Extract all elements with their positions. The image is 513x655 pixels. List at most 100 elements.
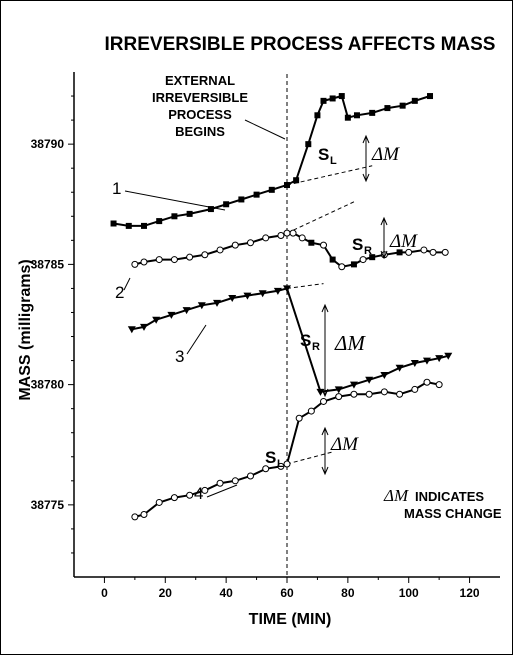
- series-3-label: 3: [175, 347, 184, 366]
- series-1-point: [223, 201, 230, 208]
- y-axis-title: MASS (milligrams): [17, 259, 34, 400]
- extrapolation-line: [286, 165, 373, 186]
- event-label: PROCESS: [168, 107, 232, 122]
- series-1-point: [284, 182, 290, 189]
- series-2-point: [289, 229, 297, 237]
- series-3-point: [127, 326, 136, 334]
- extrapolation-line: [286, 451, 333, 465]
- x-tick-label: 60: [280, 586, 294, 600]
- slope-label-2-subscript: R: [364, 245, 372, 257]
- series-2-point: [396, 249, 403, 256]
- series-4-point: [435, 381, 443, 389]
- series-1-point: [305, 141, 312, 148]
- series-4-point: [140, 510, 148, 518]
- series-1-point: [207, 206, 214, 213]
- slope-label-1: S: [318, 145, 329, 164]
- event-pointer: [244, 119, 286, 140]
- series-4-pointer: [206, 484, 238, 498]
- x-axis-title: TIME (MIN): [249, 611, 332, 628]
- series-3-point: [228, 295, 237, 303]
- delta-arrow-1-head-bottom: [362, 173, 370, 183]
- delta-arrow-2-head-top: [380, 216, 388, 226]
- slope-label-2: S: [352, 235, 363, 254]
- x-tick-label: 120: [460, 586, 480, 600]
- x-tick-label: 40: [219, 586, 233, 600]
- series-3-point: [444, 352, 453, 360]
- series-1-point: [268, 186, 275, 193]
- series-3-point: [213, 299, 222, 307]
- extrapolation-line: [286, 283, 324, 289]
- series-2-point: [308, 239, 315, 246]
- series-1-point: [399, 102, 406, 109]
- y-tick-label: 38780: [31, 378, 65, 392]
- series-4-point: [350, 390, 358, 398]
- series-3-point: [365, 376, 374, 384]
- note-line-1: INDICATES: [415, 489, 484, 504]
- series-3-point: [410, 359, 419, 367]
- series-4-point: [131, 513, 139, 521]
- event-label: IRREVERSIBLE: [152, 90, 248, 105]
- series-4-point: [380, 388, 388, 396]
- series-3-point: [422, 357, 431, 365]
- series-2-point: [350, 261, 357, 268]
- series-1-point: [125, 222, 132, 229]
- series-2-point: [216, 246, 224, 254]
- series-4-point: [283, 460, 291, 468]
- series-1-point: [369, 109, 376, 116]
- slope-label-1-subscript: L: [330, 155, 337, 167]
- series-3-point: [139, 323, 148, 331]
- series-1-point: [253, 191, 260, 198]
- series-1-point: [320, 97, 327, 104]
- y-tick-label: 38785: [31, 257, 65, 271]
- series-2-point: [201, 251, 209, 259]
- series-2-point: [170, 256, 178, 264]
- series-1-point: [293, 177, 300, 184]
- series-3-pointer: [186, 324, 207, 355]
- series-3-point: [243, 292, 252, 300]
- series-1-point: [238, 196, 245, 203]
- delta-label-2: ΔM: [389, 231, 418, 252]
- series-2-point: [359, 256, 367, 264]
- series-2-point: [186, 253, 194, 261]
- series-4-point: [423, 378, 431, 386]
- series-1-point: [411, 97, 418, 104]
- series-4-point: [246, 472, 254, 480]
- y-tick-label: 38775: [31, 498, 65, 512]
- series-1-point: [353, 112, 360, 119]
- series-1-point: [427, 93, 434, 100]
- series-2-point: [155, 256, 163, 264]
- chart-title: IRREVERSIBLE PROCESS AFFECTS MASS: [105, 34, 496, 55]
- series-1-point: [140, 222, 147, 229]
- series-2-point: [231, 241, 239, 249]
- series-1-point: [344, 114, 351, 121]
- series-1-point: [329, 95, 336, 102]
- slope-label-4-subscript: L: [277, 458, 284, 470]
- y-tick-label: 38790: [31, 137, 65, 151]
- event-label: BEGINS: [175, 124, 225, 139]
- delta-label-1: ΔM: [371, 144, 400, 165]
- series-4-point: [320, 397, 328, 405]
- axes: [68, 72, 500, 583]
- series-2-point: [262, 234, 270, 242]
- series-4-point: [295, 414, 303, 422]
- series-4-point: [365, 390, 373, 398]
- series-2-point: [420, 246, 428, 254]
- series-1-pointer: [124, 190, 226, 211]
- series-3-point: [349, 381, 358, 389]
- delta-arrow-4-head-top: [321, 426, 329, 436]
- series-1-point: [314, 112, 321, 119]
- series-3-point: [167, 311, 176, 319]
- series-3-point: [395, 364, 404, 372]
- series-2-point: [369, 254, 376, 261]
- slope-label-4: S: [265, 448, 276, 467]
- series-3-point: [152, 316, 161, 324]
- extrapolation-line: [286, 201, 355, 234]
- series-3-point: [283, 285, 291, 293]
- series-4-point: [307, 407, 315, 415]
- x-tick-label: 100: [399, 586, 419, 600]
- series-2-label: 2: [115, 283, 124, 302]
- series-3-point: [435, 355, 444, 363]
- delta-label-3: ΔM: [334, 331, 366, 355]
